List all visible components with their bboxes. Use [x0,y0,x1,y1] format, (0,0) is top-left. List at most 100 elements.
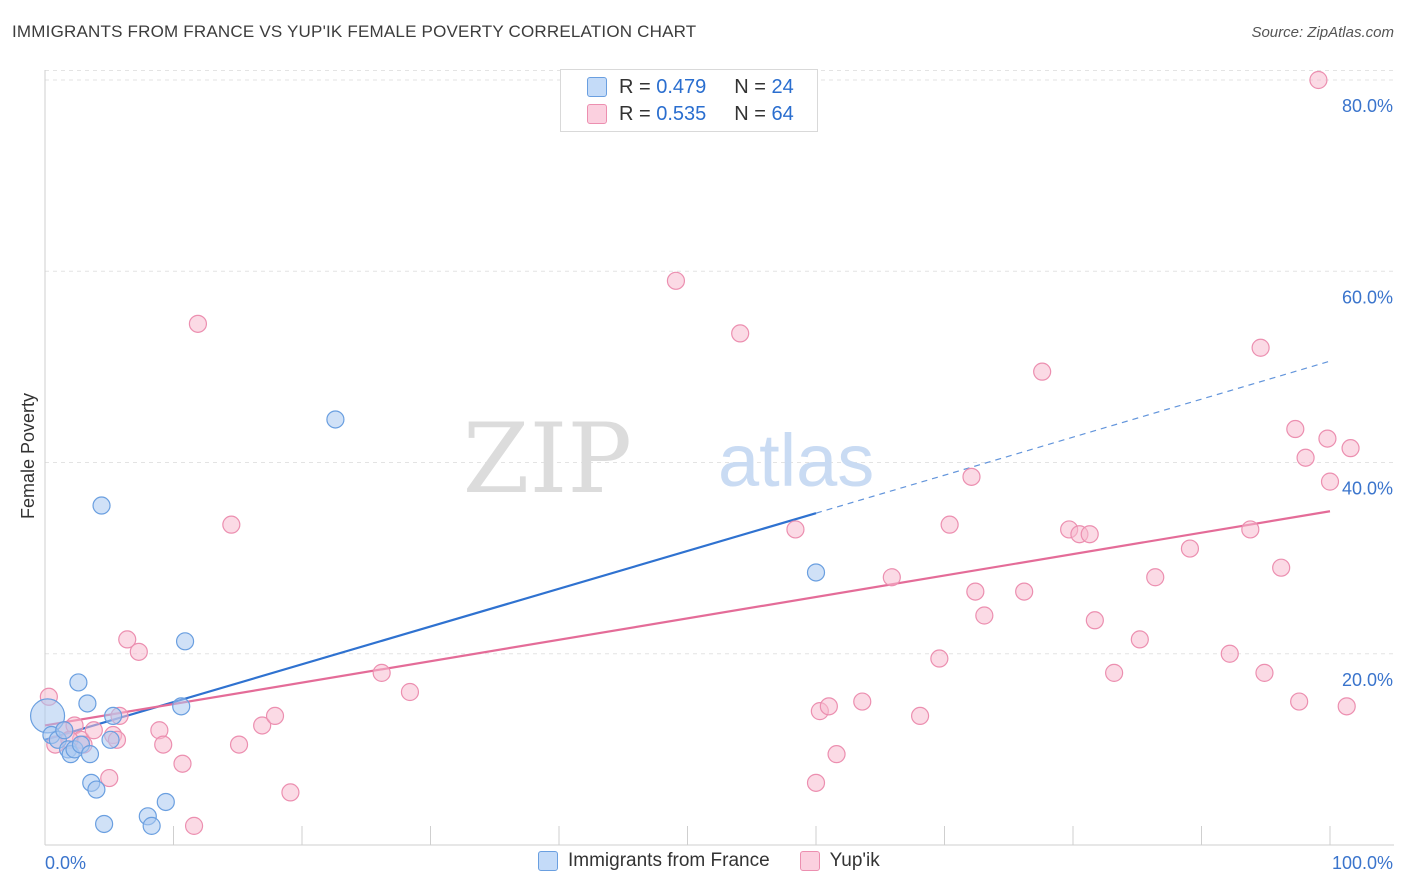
point-yupik [1130,630,1149,649]
point-yupik [827,745,846,764]
point-yupik [129,642,148,661]
series-legend-france: Immigrants from France [538,850,770,872]
point-yupik [966,582,985,601]
point-yupik [1255,663,1274,682]
point-yupik [229,735,249,754]
x-tick-label-min: 0.0% [45,853,86,873]
series-legend-yupik: Yup'ik [799,850,880,872]
legend-swatch-pink [587,104,607,124]
point-yupik [1337,697,1356,716]
point-yupik [222,515,241,534]
legend-n-label: N = [734,75,772,98]
point-yupik [1309,70,1328,90]
point-yupik [1272,558,1291,577]
point-france [172,697,191,716]
point-yupik [1220,644,1239,663]
point-france [156,792,175,812]
point-yupik [1320,472,1340,491]
legend-n-value: 64 [771,102,794,125]
axes: 20.0% 40.0% 60.0% 80.0% 0.0% 100.0% [44,70,1394,873]
point-france [80,745,100,764]
legend-row-yupik: R = 0.535 N = 64 [587,101,794,127]
point-france [101,730,120,749]
point-yupik [806,773,826,792]
point-yupik [1105,663,1124,682]
point-yupik [84,721,103,740]
source-label: Source: ZipAtlas.com [1251,24,1394,41]
legend-r-label: R = [619,102,657,125]
correlation-legend: R = 0.479 N = 24 R = 0.535 N = 64 [560,69,818,132]
series-swatch-blue [538,851,558,871]
legend-row-france: R = 0.479 N = 24 [587,74,794,100]
data-points [29,70,1360,835]
point-yupik [100,768,119,788]
point-france [95,814,114,834]
chart-title: IMMIGRANTS FROM FRANCE VS YUP'IK FEMALE … [12,22,697,41]
point-yupik [940,515,959,534]
point-yupik [265,706,285,726]
trend-line-france-extrapolated [815,360,1331,514]
point-yupik [731,324,750,343]
legend-swatch-blue [587,77,607,97]
trend-line-yupik [44,510,1331,727]
series-label-yupik: Yup'ik [829,850,880,871]
point-yupik [1318,429,1337,448]
point-yupik [1251,338,1270,357]
series-swatch-pink [799,851,820,871]
trend-lines [44,360,1331,741]
legend-r-value: 0.535 [656,102,707,125]
grid-lines [45,69,1394,655]
legend-r-label: R = [619,75,657,98]
point-yupik [1015,582,1034,601]
point-yupik [184,816,204,835]
watermark: ZIP atlas [463,403,875,515]
point-yupik [666,271,686,290]
point-yupik [975,606,994,625]
point-yupik [853,692,872,711]
point-yupik [882,568,901,587]
point-yupik [173,754,192,773]
point-yupik [188,314,208,333]
point-yupik [1296,448,1315,467]
watermark-atlas: atlas [718,419,874,502]
point-yupik [1290,692,1309,711]
point-yupik [253,716,272,735]
point-yupik [1033,362,1052,381]
point-yupik [930,649,949,668]
point-yupik [1085,611,1104,630]
y-axis-label: Female Poverty [18,393,38,519]
point-yupik [962,467,981,486]
series-legend: Immigrants from France Yup'ik [538,850,910,872]
point-france [69,673,88,692]
point-yupik [1241,520,1260,539]
point-yupik [154,735,173,754]
point-france [142,816,161,835]
point-france [55,721,74,740]
point-yupik [1146,568,1165,587]
point-france [87,780,106,799]
x-tick-label-max: 100.0% [1332,853,1393,873]
point-france [806,563,826,582]
point-france [175,632,195,651]
point-france [92,496,111,515]
point-france [78,694,97,713]
y-tick-label: 80.0% [1342,96,1393,116]
y-tick-label: 40.0% [1342,479,1393,499]
point-yupik [819,697,838,716]
point-yupik [372,663,391,682]
point-yupik [786,520,805,539]
point-yupik [118,630,137,649]
legend-r-value: 0.479 [656,75,707,98]
point-yupik [281,783,300,802]
point-yupik [910,706,930,726]
y-tick-label: 60.0% [1342,287,1393,307]
watermark-zip: ZIP [463,403,632,515]
series-label-france: Immigrants from France [568,850,770,871]
point-yupik [1080,525,1099,544]
point-france [326,410,345,429]
point-yupik [1341,439,1360,458]
point-yupik [1180,539,1200,558]
point-yupik [1286,419,1305,439]
point-france [104,706,123,726]
